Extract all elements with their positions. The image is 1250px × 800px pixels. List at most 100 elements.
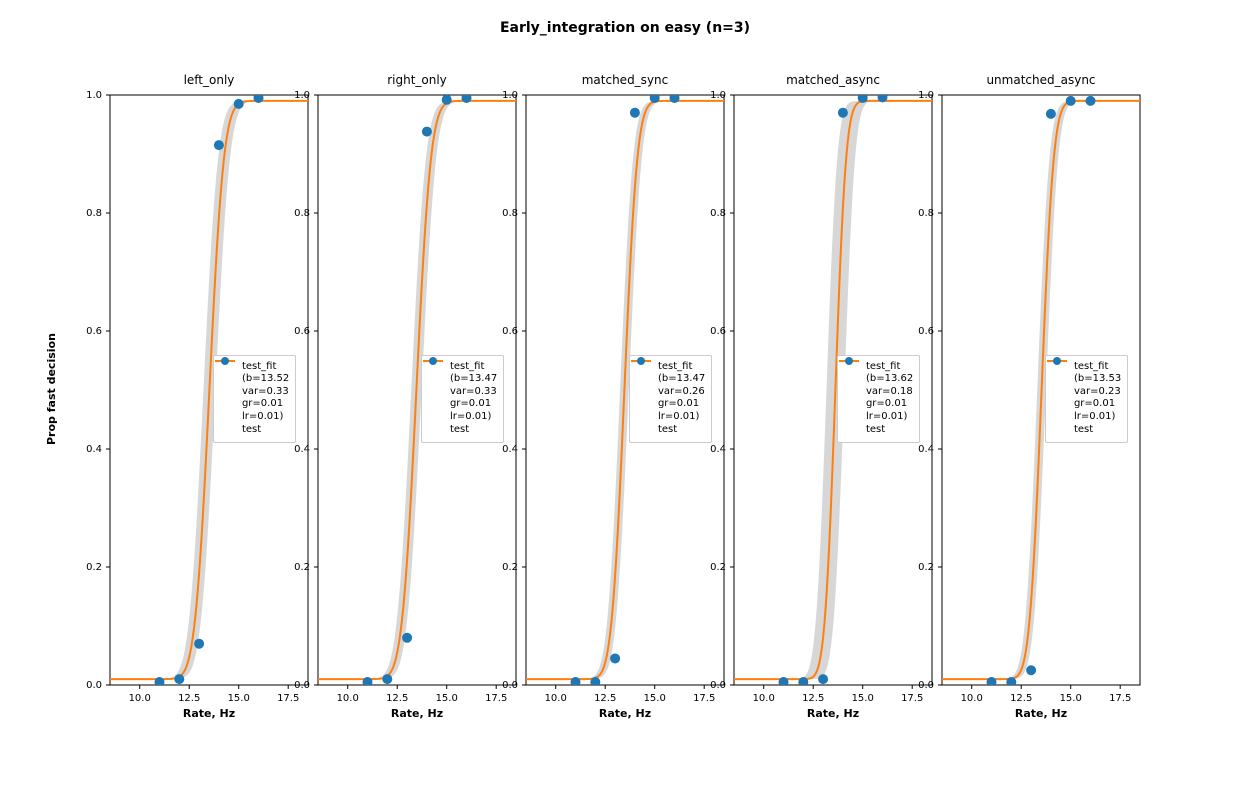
panel-title: matched_async — [734, 73, 932, 87]
chart-panel: unmatched_async0.00.20.40.60.81.010.012.… — [942, 95, 1140, 685]
data-point — [838, 108, 848, 118]
y-tick-label: 0.8 — [502, 208, 518, 219]
data-point — [1046, 109, 1056, 119]
legend: test_fit (b=13.62 var=0.18 gr=0.01 lr=0.… — [837, 355, 920, 443]
y-tick-label: 0.4 — [294, 444, 310, 455]
data-point — [670, 93, 680, 103]
data-point — [254, 93, 264, 103]
chart-panel: right_only0.00.20.40.60.81.010.012.515.0… — [318, 95, 516, 685]
x-tick-label: 10.0 — [129, 693, 151, 704]
y-tick-label: 0.6 — [710, 326, 726, 337]
x-tick-label: 12.5 — [386, 693, 408, 704]
x-tick-label: 10.0 — [753, 693, 775, 704]
y-tick-label: 1.0 — [86, 90, 102, 101]
y-tick-label: 0.4 — [502, 444, 518, 455]
x-axis-label: Rate, Hz — [318, 707, 516, 720]
y-tick-label: 0.6 — [502, 326, 518, 337]
y-tick-label: 0.6 — [294, 326, 310, 337]
x-axis-label: Rate, Hz — [734, 707, 932, 720]
legend-test-label: test — [450, 424, 469, 437]
y-tick-label: 1.0 — [294, 90, 310, 101]
panel-title: left_only — [110, 73, 308, 87]
data-point — [590, 677, 600, 687]
y-tick-label: 0.4 — [918, 444, 934, 455]
x-tick-label: 15.0 — [1060, 693, 1082, 704]
y-tick-label: 0.2 — [502, 562, 518, 573]
y-tick-label: 1.0 — [710, 90, 726, 101]
y-tick-label: 0.4 — [86, 444, 102, 455]
data-point — [650, 93, 660, 103]
data-point — [878, 92, 888, 102]
y-tick-label: 1.0 — [918, 90, 934, 101]
x-tick-label: 17.5 — [901, 693, 923, 704]
y-tick-label: 0.4 — [710, 444, 726, 455]
legend-test-label: test — [242, 424, 261, 437]
y-tick-label: 0.8 — [918, 208, 934, 219]
panel-title: right_only — [318, 73, 516, 87]
data-point — [234, 99, 244, 109]
data-point — [1006, 677, 1016, 687]
data-point — [363, 677, 373, 687]
chart-panel: matched_sync0.00.20.40.60.81.010.012.515… — [526, 95, 724, 685]
y-tick-label: 0.6 — [918, 326, 934, 337]
data-point — [818, 674, 828, 684]
x-tick-label: 12.5 — [1010, 693, 1032, 704]
x-axis-label: Rate, Hz — [526, 707, 724, 720]
y-tick-label: 0.8 — [86, 208, 102, 219]
data-point — [858, 93, 868, 103]
data-point — [1026, 665, 1036, 675]
legend-fit-label: test_fit (b=13.47 var=0.26 gr=0.01 lr=0.… — [658, 361, 705, 424]
chart-panel: left_only0.00.20.40.60.81.010.012.515.01… — [110, 95, 308, 685]
y-tick-label: 0.8 — [294, 208, 310, 219]
data-point — [630, 108, 640, 118]
data-point — [214, 140, 224, 150]
chart-panel: matched_async0.00.20.40.60.81.010.012.51… — [734, 95, 932, 685]
x-axis-label: Rate, Hz — [110, 707, 308, 720]
y-tick-label: 0.8 — [710, 208, 726, 219]
data-point — [1066, 96, 1076, 106]
y-axis-label: Prop fast decision — [45, 333, 58, 445]
y-tick-label: 0.0 — [86, 680, 102, 691]
x-tick-label: 12.5 — [178, 693, 200, 704]
figure-suptitle: Early_integration on easy (n=3) — [0, 20, 1250, 36]
y-tick-label: 0.0 — [294, 680, 310, 691]
legend-test-label: test — [866, 424, 885, 437]
data-point — [402, 633, 412, 643]
figure: Early_integration on easy (n=3) Prop fas… — [0, 0, 1250, 800]
x-tick-label: 17.5 — [693, 693, 715, 704]
x-axis-label: Rate, Hz — [942, 707, 1140, 720]
x-tick-label: 12.5 — [802, 693, 824, 704]
y-tick-label: 0.2 — [918, 562, 934, 573]
data-point — [194, 639, 204, 649]
legend: test_fit (b=13.47 var=0.26 gr=0.01 lr=0.… — [629, 355, 712, 443]
y-tick-label: 0.2 — [710, 562, 726, 573]
data-point — [462, 93, 472, 103]
data-point — [442, 95, 452, 105]
y-tick-label: 0.0 — [918, 680, 934, 691]
y-tick-label: 0.0 — [710, 680, 726, 691]
data-point — [422, 127, 432, 137]
x-tick-label: 17.5 — [485, 693, 507, 704]
legend-fit-label: test_fit (b=13.52 var=0.33 gr=0.01 lr=0.… — [242, 361, 289, 424]
y-tick-label: 0.6 — [86, 326, 102, 337]
data-point — [798, 677, 808, 687]
legend-test-label: test — [1074, 424, 1093, 437]
data-point — [174, 674, 184, 684]
x-tick-label: 17.5 — [277, 693, 299, 704]
x-tick-label: 15.0 — [228, 693, 250, 704]
legend: test_fit (b=13.53 var=0.23 gr=0.01 lr=0.… — [1045, 355, 1128, 443]
legend-test-label: test — [658, 424, 677, 437]
x-tick-label: 17.5 — [1109, 693, 1131, 704]
data-point — [571, 677, 581, 687]
y-tick-label: 0.0 — [502, 680, 518, 691]
data-point — [155, 677, 165, 687]
x-tick-label: 15.0 — [436, 693, 458, 704]
y-tick-label: 0.2 — [86, 562, 102, 573]
panel-title: unmatched_async — [942, 73, 1140, 87]
data-point — [987, 677, 997, 687]
data-point — [610, 653, 620, 663]
legend: test_fit (b=13.52 var=0.33 gr=0.01 lr=0.… — [213, 355, 296, 443]
panel-title: matched_sync — [526, 73, 724, 87]
data-point — [1086, 96, 1096, 106]
legend-fit-label: test_fit (b=13.53 var=0.23 gr=0.01 lr=0.… — [1074, 361, 1121, 424]
